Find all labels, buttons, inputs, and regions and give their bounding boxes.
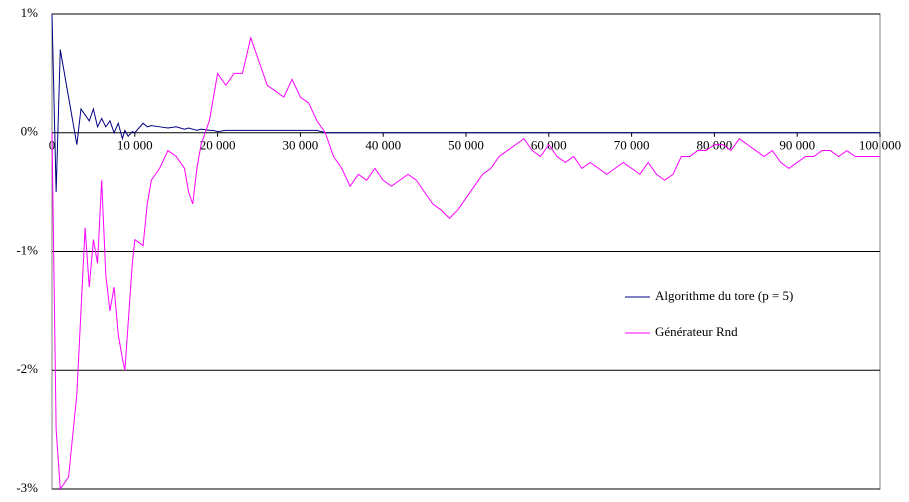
x-tick-label: 30 000 <box>283 138 319 153</box>
x-tick-label: 70 000 <box>614 138 650 153</box>
y-tick-label: -2% <box>16 361 38 376</box>
x-tick-label: 40 000 <box>365 138 401 153</box>
x-tick-label: 100 000 <box>859 138 901 153</box>
y-tick-label: 1% <box>21 5 39 20</box>
y-tick-label: -1% <box>16 242 38 257</box>
y-tick-label: -3% <box>16 480 38 495</box>
series-line <box>51 35 880 491</box>
x-tick-label: 90 000 <box>779 138 815 153</box>
y-tick-label: 0% <box>21 124 39 139</box>
x-tick-label: 50 000 <box>448 138 484 153</box>
legend-label: Générateur Rnd <box>655 324 738 339</box>
x-tick-label: 20 000 <box>200 138 236 153</box>
legend-label: Algorithme du tore (p = 5) <box>655 288 793 303</box>
x-tick-label: 10 000 <box>117 138 153 153</box>
series-line <box>51 13 880 193</box>
